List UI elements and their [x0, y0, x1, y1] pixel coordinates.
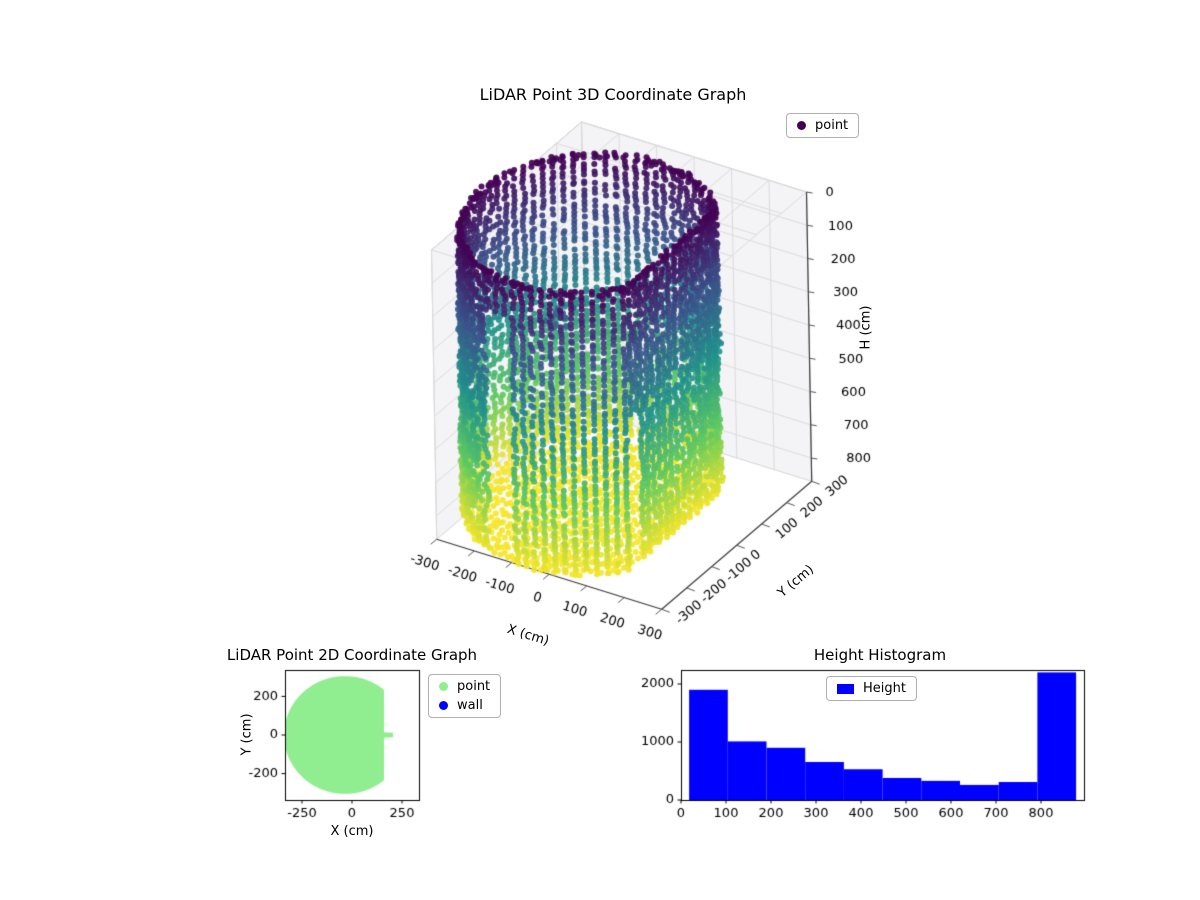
legend-item-wall: wall [439, 698, 490, 713]
legend-label: point [815, 118, 849, 133]
plot3d-legend: point [786, 113, 860, 138]
histogram-title: Height Histogram [813, 646, 947, 664]
plot3d-title: LiDAR Point 3D Coordinate Graph [479, 85, 747, 104]
legend-item-point: point [797, 118, 848, 133]
height-swatch-icon [837, 683, 854, 694]
plot3d-zaxis-label: H (cm) [858, 305, 874, 350]
point-marker-icon [439, 682, 448, 691]
plot2d-legend: point wall [428, 674, 502, 718]
plot2d-title: LiDAR Point 2D Coordinate Graph [226, 646, 478, 664]
point-marker-icon [797, 121, 806, 130]
plot2d-yaxis-label: Y (cm) [239, 713, 255, 756]
plot2d-xaxis-label: X (cm) [330, 824, 374, 839]
legend-item-point: point [439, 679, 490, 694]
wall-marker-icon [439, 701, 448, 710]
legend-label: point [457, 679, 491, 694]
legend-label: Height [863, 681, 906, 696]
legend-item-height: Height [837, 681, 906, 696]
histogram-legend: Height [826, 676, 917, 701]
legend-label: wall [457, 698, 483, 713]
